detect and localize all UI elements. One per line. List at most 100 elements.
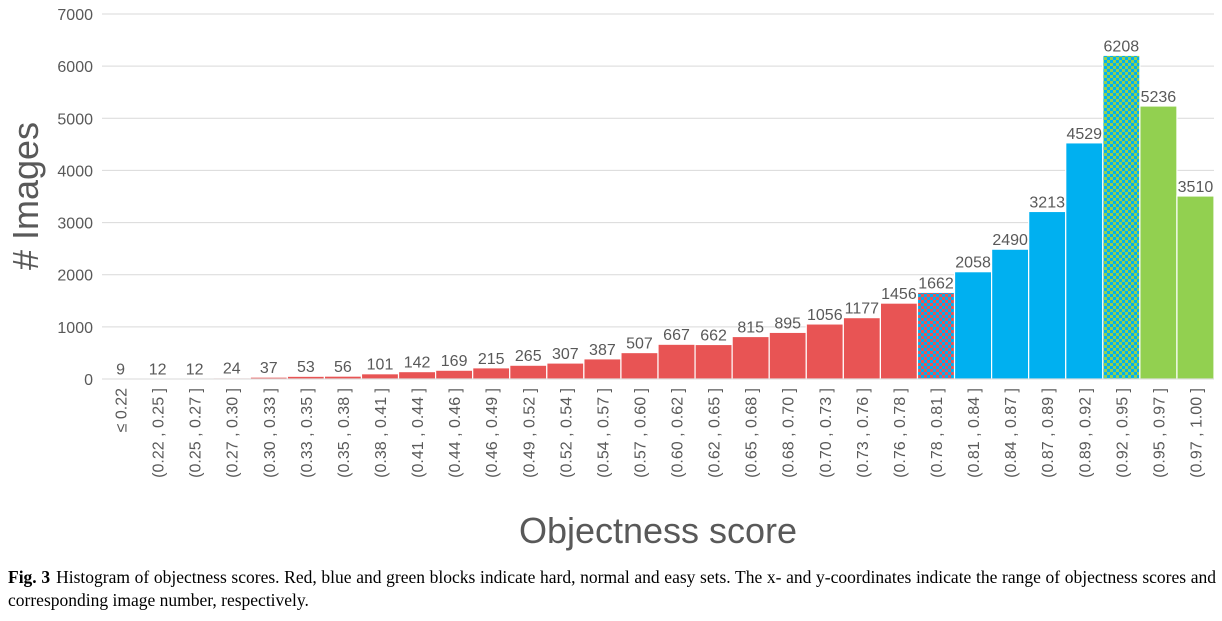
x-tick-label: (0.89 , 0.92 ]: [1077, 388, 1094, 478]
data-label: 101: [367, 357, 394, 374]
data-label: 1662: [918, 275, 954, 292]
bar: [842, 317, 881, 380]
x-tick-label: (0.84 , 0.87 ]: [1003, 388, 1020, 478]
x-tick-label: (0.57 , 0.60 ]: [632, 388, 649, 478]
bar: [509, 364, 548, 380]
bar: [768, 331, 807, 380]
bar: [397, 370, 437, 380]
x-tick-label: (0.97 , 1.00 ]: [1188, 388, 1205, 478]
data-label: 2058: [955, 255, 991, 272]
bar: [435, 369, 474, 380]
data-label: 265: [515, 348, 542, 365]
data-label: 507: [626, 336, 653, 353]
x-axis-ticks: ≤ 0.22 (0.22 , 0.25 ] (0.25 , 0.27 ] (0.27 …: [114, 388, 1206, 478]
x-tick-label: (0.54 , 0.57 ]: [595, 388, 612, 478]
bar: [1065, 142, 1104, 380]
data-label: 56: [334, 359, 352, 376]
x-tick-label: (0.38 , 0.41 ]: [373, 388, 390, 478]
data-label: 2490: [992, 232, 1028, 249]
x-tick-label: (0.70 , 0.73 ]: [818, 388, 835, 478]
bar: [1102, 54, 1141, 380]
data-label: 667: [663, 327, 690, 344]
data-label: 5236: [1141, 89, 1177, 106]
data-label: 12: [186, 361, 204, 378]
y-tick-label: 7000: [57, 7, 93, 24]
data-label: 9: [116, 362, 125, 379]
bar: [657, 343, 696, 380]
bar: [990, 248, 1030, 380]
data-label: 169: [441, 353, 468, 370]
y-axis-title: # Images: [5, 122, 46, 270]
x-tick-label: (0.62 , 0.65 ]: [707, 388, 724, 478]
bar: [879, 302, 919, 380]
y-tick-label: 5000: [57, 111, 93, 128]
data-label: 1177: [845, 301, 880, 318]
x-tick-label: (0.95 , 0.97 ]: [1151, 388, 1168, 478]
x-tick-label: (0.52 , 0.54 ]: [558, 388, 575, 478]
x-tick-label: (0.60 , 0.62 ]: [670, 388, 687, 478]
bar: [1139, 105, 1178, 380]
x-tick-label: (0.78 , 0.81 ]: [929, 388, 946, 478]
x-axis-title: Objectness score: [519, 510, 797, 551]
data-label: 6208: [1104, 38, 1140, 55]
x-tick-label: (0.25 , 0.27 ]: [188, 388, 205, 478]
x-tick-label: (0.68 , 0.70 ]: [781, 388, 798, 478]
data-label: 3213: [1029, 194, 1065, 211]
x-tick-label: (0.65 , 0.68 ]: [744, 388, 761, 478]
data-label: 815: [737, 320, 764, 337]
data-label: 24: [223, 361, 241, 378]
data-labels: 9 12 12 24 37 53 56 101 142 169 215 265 307 387 507 667…: [116, 38, 1213, 378]
x-tick-label: (0.33 , 0.35 ]: [299, 388, 316, 478]
bar: [953, 271, 993, 380]
x-tick-label: (0.92 , 0.95 ]: [1114, 388, 1131, 478]
data-label: 215: [478, 351, 505, 368]
data-label: 895: [774, 315, 801, 332]
data-label: 4529: [1066, 126, 1102, 143]
bar: [805, 323, 844, 380]
x-tick-label: (0.76 , 0.78 ]: [892, 388, 909, 478]
caption-label: Fig. 3: [8, 567, 51, 587]
x-tick-label: (0.73 , 0.76 ]: [855, 388, 872, 478]
bar: [694, 343, 733, 380]
bars: [101, 54, 1215, 380]
y-tick-label: 3000: [57, 216, 93, 233]
data-label: 37: [260, 360, 278, 377]
data-label: 3510: [1178, 179, 1214, 196]
gridlines: [102, 13, 1214, 328]
caption-text: Histogram of objectness scores. Red, blu…: [8, 567, 1216, 610]
x-tick-label: (0.44 , 0.46 ]: [447, 388, 464, 478]
x-tick-label: (0.27 , 0.30 ]: [225, 388, 242, 478]
histogram-chart: 0 1000 2000 3000 4000 5000 6000 7000 9 12 12 24 37 5…: [5, 7, 1215, 551]
data-label: 53: [297, 359, 315, 376]
x-tick-label: (0.22 , 0.25 ]: [151, 388, 168, 478]
data-label: 662: [700, 327, 727, 344]
x-tick-label: (0.41 , 0.44 ]: [410, 388, 427, 478]
data-label: 142: [404, 355, 431, 372]
y-axis-ticks: 0 1000 2000 3000 4000 5000 6000 7000: [57, 7, 93, 389]
bar: [360, 373, 400, 380]
x-tick-label: (0.81 , 0.84 ]: [966, 388, 983, 478]
x-tick-label: ≤ 0.22: [114, 388, 131, 432]
figure-caption: Fig. 3 Histogram of objectness scores. Re…: [8, 566, 1216, 612]
bar: [583, 358, 622, 380]
bar: [472, 367, 511, 380]
bar: [916, 291, 956, 380]
x-tick-label: (0.49 , 0.52 ]: [521, 388, 538, 478]
bar: [1028, 210, 1067, 380]
data-label: 12: [149, 361, 167, 378]
x-tick-label: (0.46 , 0.49 ]: [484, 388, 501, 478]
y-tick-label: 4000: [57, 163, 93, 180]
bar: [731, 335, 770, 380]
y-tick-label: 0: [84, 372, 93, 389]
data-label: 1056: [807, 307, 843, 324]
y-tick-label: 6000: [57, 59, 93, 76]
bar: [1176, 195, 1215, 380]
x-tick-label: (0.87 , 0.89 ]: [1040, 388, 1057, 478]
bar: [546, 362, 585, 380]
x-tick-label: (0.30 , 0.33 ]: [262, 388, 279, 478]
x-tick-label: (0.35 , 0.38 ]: [336, 388, 353, 478]
bar: [620, 351, 659, 380]
data-label: 307: [552, 346, 579, 363]
data-label: 1456: [881, 286, 917, 303]
